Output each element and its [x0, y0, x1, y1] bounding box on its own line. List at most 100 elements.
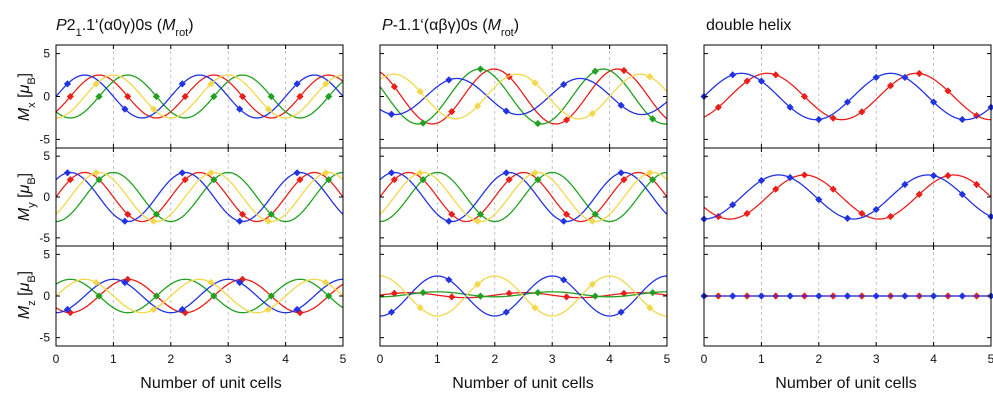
- marker-red: [829, 185, 837, 193]
- marker-green: [210, 292, 218, 300]
- x-tick-label: 2: [167, 352, 174, 366]
- marker-blue: [236, 105, 244, 113]
- x-tick-label: 5: [340, 352, 347, 366]
- marker-red: [448, 108, 456, 116]
- panel-mx-col1: 5 0 -5: [39, 44, 344, 149]
- marker-yellow: [646, 73, 654, 81]
- marker-yellow: [207, 169, 215, 177]
- marker-red: [772, 185, 780, 193]
- marker-red: [124, 92, 132, 101]
- marker-red: [620, 66, 628, 75]
- y-tick-label: 5: [43, 47, 50, 61]
- marker-blue: [293, 80, 301, 88]
- marker-blue: [930, 171, 938, 180]
- marker-green: [476, 292, 485, 300]
- marker-blue: [757, 77, 765, 85]
- marker-blue: [901, 292, 909, 300]
- marker-blue: [293, 169, 301, 177]
- marker-red: [800, 171, 809, 179]
- marker-red: [944, 87, 952, 95]
- marker-yellow: [473, 217, 482, 225]
- marker-red: [562, 293, 571, 301]
- marker-blue: [502, 169, 510, 177]
- marker-yellow: [531, 304, 539, 312]
- marker-yellow: [149, 217, 158, 225]
- marker-red: [181, 176, 189, 184]
- marker-blue: [843, 214, 852, 223]
- marker-blue: [236, 278, 244, 287]
- marker-red: [772, 71, 780, 79]
- marker-yellow: [416, 169, 424, 177]
- marker-blue: [445, 276, 453, 284]
- marker-blue: [502, 107, 510, 115]
- panel-mz-col1: 50-50 1 2 3 4 5: [39, 245, 347, 366]
- marker-blue: [987, 103, 993, 111]
- marker-yellow: [322, 80, 330, 88]
- marker-red: [296, 309, 304, 317]
- column-title-2: P-1.1‘(αβγ)0s (Mrot): [382, 17, 519, 39]
- marker-yellow: [264, 305, 272, 314]
- marker-yellow: [588, 217, 596, 225]
- marker-red: [858, 108, 866, 116]
- panel-mz-col3: 0 1 2 3 4 5: [700, 245, 993, 366]
- marker-blue: [843, 98, 852, 106]
- marker-red: [829, 114, 837, 122]
- marker-green: [649, 176, 657, 184]
- marker-yellow: [416, 88, 424, 96]
- marker-red: [66, 176, 74, 184]
- marker-green: [325, 92, 333, 101]
- marker-green: [419, 119, 427, 127]
- marker-red: [944, 171, 952, 180]
- marker-red: [858, 209, 866, 218]
- x-tick-label: 2: [815, 352, 822, 366]
- x-tick-label: 4: [930, 352, 937, 366]
- marker-green: [95, 92, 103, 101]
- marker-red: [390, 289, 398, 297]
- marker-green: [210, 92, 218, 101]
- marker-red: [743, 77, 751, 85]
- x-tick-label: 3: [225, 352, 232, 366]
- y-tick-label: 5: [43, 247, 50, 261]
- marker-green: [591, 210, 599, 218]
- row-label-mz: Mz [μB]: [16, 271, 38, 319]
- marker-blue: [815, 115, 823, 124]
- y-tick-label: 5: [43, 149, 50, 163]
- marker-blue: [786, 103, 794, 111]
- marker-green: [649, 115, 657, 123]
- marker-blue: [617, 169, 625, 177]
- marker-yellow: [588, 110, 596, 118]
- row-label-mx: Mx [μB]: [16, 73, 38, 121]
- marker-yellow: [264, 105, 272, 113]
- marker-blue: [757, 176, 765, 185]
- y-tick-label: 0: [43, 289, 50, 303]
- series-line-red: [379, 292, 668, 299]
- marker-blue: [387, 169, 396, 177]
- marker-red: [66, 92, 74, 101]
- marker-yellow: [646, 304, 654, 312]
- marker-blue: [236, 217, 244, 225]
- marker-blue: [901, 73, 909, 82]
- x-tick-label: 3: [873, 352, 880, 366]
- marker-blue: [178, 169, 186, 177]
- marker-green: [210, 176, 218, 184]
- x-tick-label: 1: [758, 352, 765, 366]
- marker-blue: [958, 190, 966, 198]
- marker-yellow: [92, 278, 100, 287]
- series-line-yellow: [55, 171, 344, 223]
- x-axis-title-2: Number of unit cells: [452, 375, 593, 392]
- marker-blue: [502, 308, 510, 316]
- marker-red: [562, 116, 571, 124]
- marker-blue: [121, 105, 129, 113]
- marker-green: [534, 119, 542, 128]
- marker-green: [534, 288, 542, 297]
- marker-yellow: [92, 169, 100, 177]
- marker-blue: [815, 292, 823, 300]
- marker-red: [973, 111, 981, 120]
- marker-red: [124, 210, 132, 218]
- marker-green: [419, 288, 427, 297]
- x-tick-label: 5: [988, 352, 993, 366]
- marker-blue: [872, 205, 880, 214]
- y-tick-label: 0: [43, 190, 50, 204]
- x-tick-label: 2: [491, 352, 498, 366]
- marker-red: [505, 176, 513, 184]
